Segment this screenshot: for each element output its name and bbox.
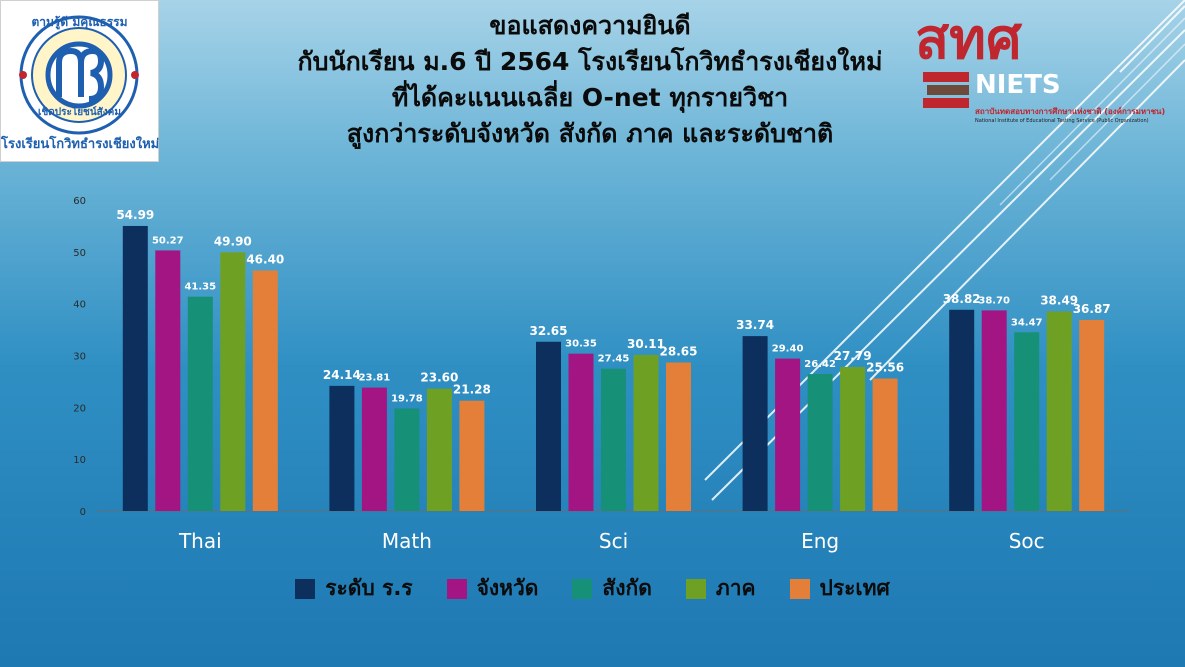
data-label: 36.87 <box>1073 302 1111 316</box>
data-label: 27.45 <box>598 354 630 365</box>
school-name: โรงเรียนโกวิทธำรงเชียงใหม่ <box>1 137 160 152</box>
bar <box>633 354 659 511</box>
legend-item-region: ภาค <box>685 572 756 605</box>
legend-label-region: ภาค <box>715 576 756 600</box>
school-motto-top: ตามรู้ดี มีคุณธรรม <box>31 15 128 29</box>
title-line-2: กับนักเรียน ม.6 ปี 2564 โรงเรียนโกวิทธำร… <box>297 47 883 76</box>
bar <box>775 358 801 511</box>
bar <box>536 341 561 511</box>
legend-swatch-region <box>685 578 706 599</box>
bar <box>426 388 452 511</box>
y-tick-label: 10 <box>73 455 86 466</box>
data-label: 32.65 <box>530 324 568 338</box>
school-motto-mid: เชิดประโยชน์สังคม <box>38 107 121 118</box>
y-tick-label: 50 <box>73 248 86 259</box>
legend-swatch-province <box>446 578 467 599</box>
bar <box>459 400 485 511</box>
data-label: 24.14 <box>323 368 361 382</box>
data-label: 21.28 <box>453 383 491 397</box>
x-tick-label: Math <box>382 529 432 553</box>
legend-label-school: ระดับ ร.ร <box>325 576 413 600</box>
niets-eng-name: National Institute of Educational Testin… <box>975 118 1149 124</box>
data-label: 30.11 <box>627 337 665 351</box>
x-tick-label: Eng <box>801 529 839 553</box>
bar <box>329 385 355 511</box>
data-label: 27.79 <box>834 349 872 363</box>
data-label: 30.35 <box>565 339 597 350</box>
data-label: 23.60 <box>420 371 458 385</box>
legend-item-affiliation: สังกัด <box>572 572 652 605</box>
legend-swatch-affiliation <box>572 578 593 599</box>
bar <box>872 378 898 511</box>
legend-label-affiliation: สังกัด <box>602 576 652 600</box>
data-label: 46.40 <box>246 252 284 266</box>
bar <box>252 270 278 511</box>
data-label: 34.47 <box>1011 317 1043 328</box>
y-tick-label: 20 <box>73 403 86 414</box>
bar <box>394 408 420 511</box>
x-tick-label: Thai <box>178 529 222 553</box>
bar <box>840 366 866 511</box>
niets-thai-name: สถาบันทดสอบทางการศึกษาแห่งชาติ (องค์การม… <box>975 107 1166 116</box>
bar <box>361 387 387 511</box>
y-tick-label: 60 <box>73 196 86 207</box>
bar <box>1014 332 1040 511</box>
title-line-3: ที่ได้คะแนนเฉลี่ย O-net ทุกรายวิชา <box>391 83 789 112</box>
data-label: 28.65 <box>660 344 698 358</box>
data-label: 50.27 <box>152 235 184 246</box>
data-label: 33.74 <box>736 318 774 332</box>
bar <box>949 309 975 511</box>
legend-item-school: ระดับ ร.ร <box>295 572 413 605</box>
x-tick-label: Sci <box>599 529 628 553</box>
bar <box>220 252 246 511</box>
data-label: 29.40 <box>772 344 804 355</box>
title-line-1: ขอแสดงความยินดี <box>489 11 691 40</box>
bar <box>742 336 768 511</box>
niets-logo: สทศ NIETS สถาบันทดสอบทางการศึกษาแห่งชาติ… <box>895 7 1165 138</box>
bar <box>187 296 213 511</box>
data-label: 41.35 <box>184 282 216 293</box>
x-tick-label: Soc <box>1009 529 1045 553</box>
book-stack-icon <box>923 72 969 112</box>
bar <box>807 374 833 511</box>
legend-item-country: ประเทศ <box>789 572 890 605</box>
y-tick-label: 30 <box>73 352 86 363</box>
legend-swatch-school <box>295 578 316 599</box>
legend-item-province: จังหวัด <box>446 572 539 605</box>
school-logo: ตามรู้ดี มีคุณธรรม เชิดประโยชน์สังคม โรง… <box>0 0 159 162</box>
title-line-4: สูงกว่าระดับจังหวัด สังกัด ภาค และระดับช… <box>346 119 834 148</box>
data-label: 38.70 <box>978 295 1010 306</box>
legend-label-province: จังหวัด <box>476 576 539 600</box>
data-label: 38.49 <box>1040 293 1078 307</box>
bar <box>601 368 626 511</box>
niets-eng-abbrev: NIETS <box>975 70 1061 100</box>
bar <box>1046 311 1072 511</box>
school-emblem <box>19 15 139 135</box>
bar <box>155 250 181 511</box>
data-label: 49.90 <box>214 234 252 248</box>
bar <box>568 353 594 511</box>
data-label: 25.56 <box>866 361 904 375</box>
bar <box>122 225 148 511</box>
y-tick-label: 40 <box>73 300 86 311</box>
niets-thai-abbrev: สทศ <box>915 7 1022 72</box>
bar <box>981 310 1007 511</box>
data-label: 19.78 <box>391 393 423 404</box>
bar <box>1079 319 1105 511</box>
data-label: 38.82 <box>943 292 981 306</box>
y-tick-label: 0 <box>80 507 86 518</box>
data-label: 54.99 <box>116 208 154 222</box>
page-title: ขอแสดงความยินดี กับนักเรียน ม.6 ปี 2564 … <box>180 8 1000 152</box>
legend-label-country: ประเทศ <box>819 576 890 600</box>
data-label: 23.81 <box>359 373 391 384</box>
bar <box>666 362 691 511</box>
chart-legend: ระดับ ร.ร จังหวัด สังกัด ภาค ประเทศ <box>0 572 1185 605</box>
legend-swatch-country <box>789 578 810 599</box>
data-label: 26.42 <box>804 359 836 370</box>
